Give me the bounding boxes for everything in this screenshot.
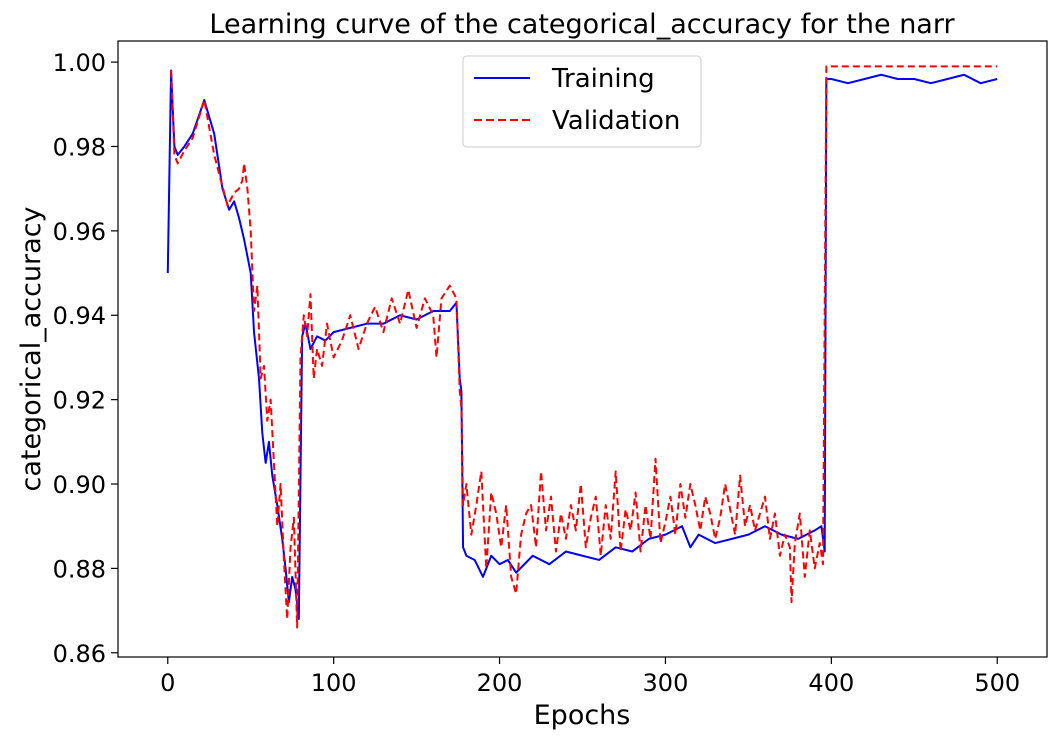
y-axis: 0.86 0.88 0.90 0.92 0.94 0.96 0.98 1.00 [53, 49, 118, 668]
x-tick-label: 100 [311, 669, 357, 697]
series-layer [166, 65, 998, 629]
y-tick-label: 0.94 [53, 302, 106, 330]
x-tick-label: 200 [477, 669, 523, 697]
y-tick-label: 0.98 [53, 133, 106, 161]
x-tick-label: 500 [974, 669, 1020, 697]
x-axis: 0 100 200 300 400 500 [160, 657, 1020, 697]
y-tick-label: 0.96 [53, 218, 106, 246]
x-axis-label: Epochs [534, 700, 631, 731]
y-tick-label: 1.00 [53, 49, 106, 77]
x-tick-label: 400 [808, 669, 854, 697]
plot-area-frame [117, 40, 1048, 658]
y-axis-label: categorical_accuracy [16, 206, 47, 491]
legend: Training Validation [462, 55, 702, 148]
x-tick-label: 0 [160, 669, 175, 697]
y-tick-label: 0.92 [53, 387, 106, 415]
legend-label-training: Training [551, 64, 655, 94]
y-tick-label: 0.86 [53, 640, 106, 668]
chart-title: Learning curve of the categorical_accura… [209, 9, 955, 40]
legend-label-validation: Validation [552, 106, 680, 136]
y-tick-label: 0.88 [53, 555, 106, 583]
y-tick-label: 0.90 [53, 471, 106, 499]
series-line-validation [170, 65, 998, 629]
series-line-training [166, 69, 998, 621]
x-tick-label: 300 [643, 669, 689, 697]
